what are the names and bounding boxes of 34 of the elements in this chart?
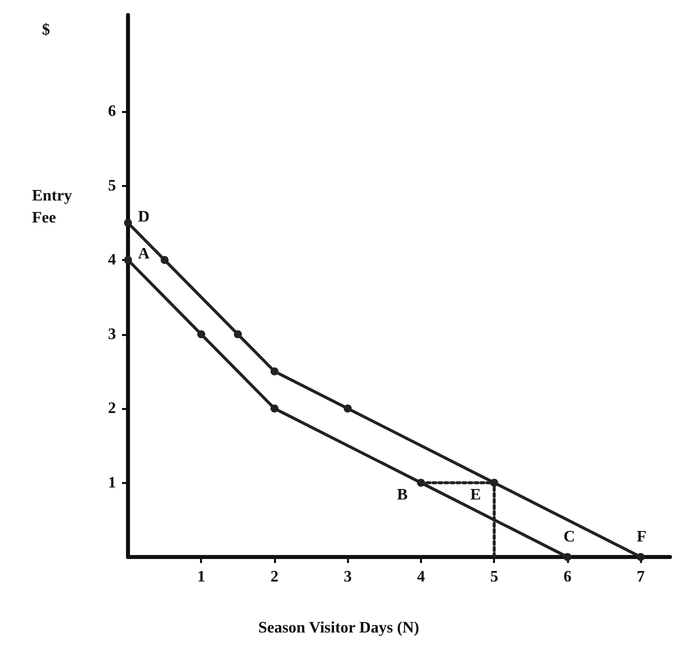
annotation: B <box>396 486 408 504</box>
annotation: F <box>636 528 647 546</box>
x-tick-label: 5 <box>490 568 498 586</box>
point <box>270 404 278 413</box>
y-tick-label: 3 <box>108 326 116 343</box>
point <box>124 256 132 264</box>
point <box>416 478 425 487</box>
annotation: E <box>470 486 481 504</box>
point <box>344 404 352 413</box>
text: $ <box>42 22 50 38</box>
point <box>124 218 132 227</box>
x-tick-label: 7 <box>636 568 645 586</box>
point <box>490 478 498 487</box>
x-axis-title: Season Visitor Days (N) <box>258 620 420 636</box>
x-tick-label: 1 <box>197 568 206 586</box>
point <box>636 553 645 561</box>
point <box>160 256 169 264</box>
y-tick-label: 6 <box>108 103 116 120</box>
x-tick-label: 4 <box>416 568 425 586</box>
x-tick-label: 6 <box>563 568 572 586</box>
x-tick-label: 2 <box>270 568 278 586</box>
point <box>197 330 206 338</box>
y-tick-label: 5 <box>108 177 116 194</box>
annotation: C <box>563 528 576 546</box>
y-axis-title: Entry Fee <box>32 188 72 226</box>
y-tick-label: 1 <box>108 474 116 492</box>
y-tick-label: 2 <box>108 400 116 418</box>
y-tick-label: 4 <box>108 252 116 269</box>
point <box>270 367 278 376</box>
x-tick-label: 3 <box>344 568 352 586</box>
point <box>563 553 572 561</box>
point <box>234 330 242 338</box>
annotation: D <box>138 208 150 226</box>
annotation: A <box>138 246 150 263</box>
